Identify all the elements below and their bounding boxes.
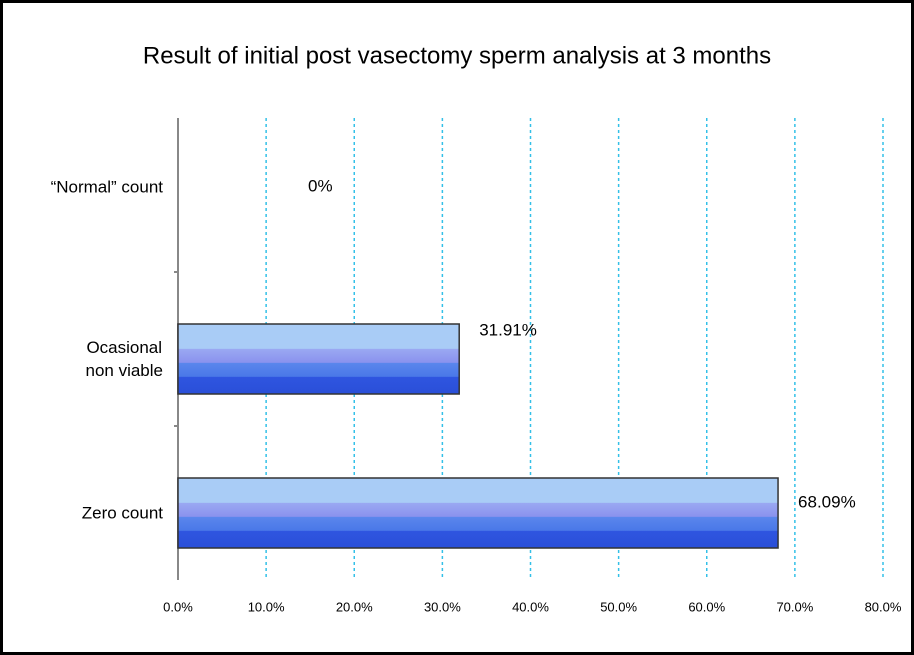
bar	[177, 477, 779, 549]
category-label: “Normal” count	[50, 177, 163, 197]
data-label: 68.09%	[798, 492, 856, 511]
x-tick-label: 20.0%	[336, 599, 373, 614]
x-tick-label: 10.0%	[248, 599, 285, 614]
x-tick-label: 30.0%	[424, 599, 461, 614]
data-label: 0%	[308, 176, 333, 195]
x-tick-label: 0.0%	[163, 599, 193, 614]
category-label: Zero count	[81, 503, 163, 523]
bar	[177, 323, 460, 395]
x-tick-label: 50.0%	[600, 599, 637, 614]
x-tick-label: 70.0%	[776, 599, 813, 614]
category-label: Ocasional non viable	[85, 338, 163, 380]
chart-title: Result of initial post vasectomy sperm a…	[143, 42, 771, 69]
x-tick-label: 40.0%	[512, 599, 549, 614]
x-tick-label: 60.0%	[688, 599, 725, 614]
x-tick-label: 80.0%	[865, 599, 902, 614]
chart: Result of initial post vasectomy sperm a…	[143, 42, 902, 614]
data-label: 31.91%	[479, 320, 537, 339]
